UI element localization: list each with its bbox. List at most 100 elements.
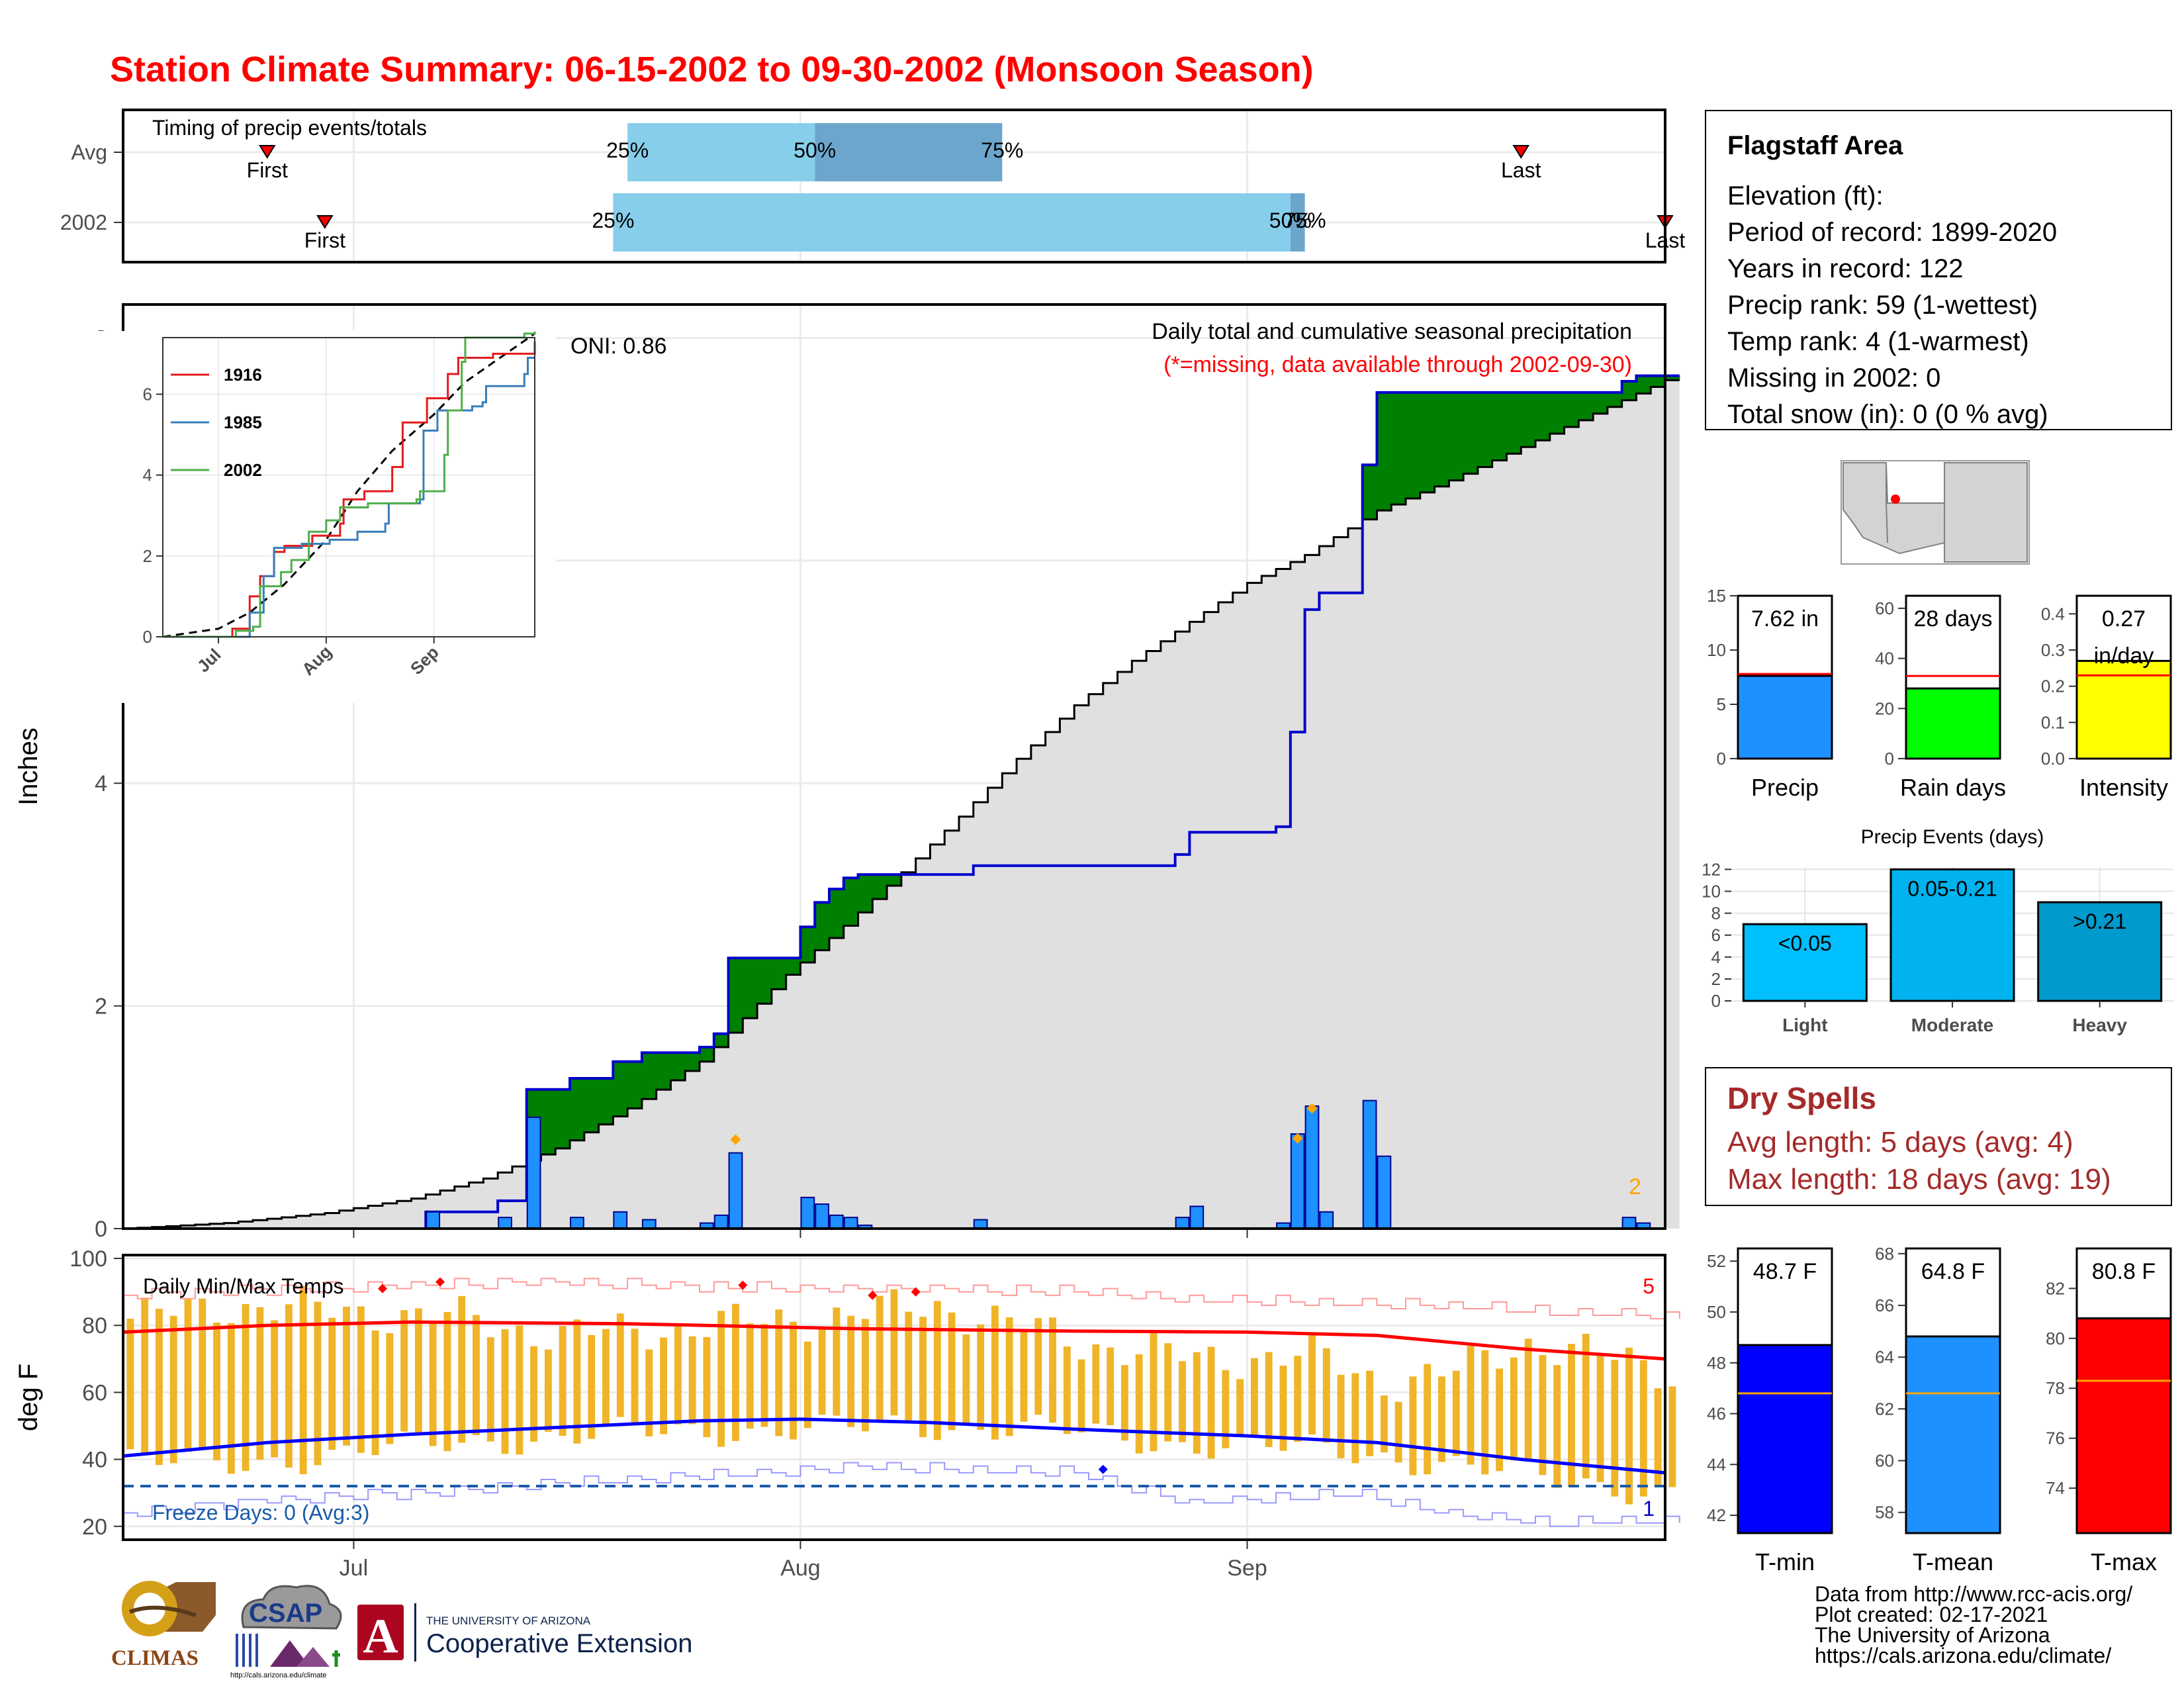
tmean_bar-ytick-label: 66 xyxy=(1875,1295,1894,1315)
record-min-line xyxy=(123,1462,1680,1527)
daily-temp-bar xyxy=(400,1310,408,1432)
raindays_bar-ytick-label: 60 xyxy=(1875,598,1894,618)
timing-last-label: Last xyxy=(1501,158,1541,182)
precip-departure-fill xyxy=(1449,392,1464,481)
dry-spells-title: Dry Spells xyxy=(1727,1081,1876,1115)
daily-temp-bar xyxy=(285,1304,293,1468)
timing-row-label: 2002 xyxy=(60,211,107,234)
station-name: Flagstaff Area xyxy=(1727,131,1903,160)
daily-temp-bar xyxy=(1092,1344,1100,1424)
ua-a-mark: A xyxy=(363,1609,398,1664)
temps-ytick-label: 20 xyxy=(82,1515,107,1540)
precip-departure-fill xyxy=(1535,392,1551,441)
daily-temp-bar xyxy=(1020,1331,1028,1422)
dry-spells-avg: Avg length: 5 days (avg: 4) xyxy=(1727,1126,2073,1158)
daily-temp-bar xyxy=(1668,1386,1676,1487)
timing-bar-q2 xyxy=(815,123,1003,181)
timing-row-label: Avg xyxy=(71,140,107,164)
intensity_bar-ytick-label: 0.0 xyxy=(2041,749,2065,769)
timing-label-75: 75% xyxy=(981,138,1023,162)
tmin_bar-ytick-label: 46 xyxy=(1707,1404,1726,1424)
inset-legend-label: 1916 xyxy=(224,365,262,385)
station-period: Period of record: 1899-2020 xyxy=(1727,218,2058,247)
avg-cumulative-area xyxy=(123,380,1680,1229)
daily-temp-bar xyxy=(991,1305,999,1440)
daily-temp-bar xyxy=(516,1325,523,1455)
daily-temp-bar xyxy=(1553,1365,1561,1488)
tmin_bar-category-label: T-min xyxy=(1755,1548,1815,1575)
timing-label-50: 50% xyxy=(794,138,836,162)
tmin_bar-value-label: 48.7 F xyxy=(1753,1259,1817,1284)
avg-max-line xyxy=(122,1320,1666,1361)
precip-departure-fill xyxy=(541,1089,556,1154)
timing-first-marker xyxy=(316,215,334,229)
daily-temp-bar xyxy=(1236,1379,1244,1436)
record-max-marker xyxy=(868,1290,878,1300)
daily-temp-bar xyxy=(1409,1376,1417,1476)
daily-temp-bar xyxy=(1337,1374,1345,1458)
daily-temp-bar xyxy=(1308,1333,1316,1435)
daily-precip-bar xyxy=(613,1211,628,1230)
ua-top-text: THE UNIVERSITY OF ARIZONA xyxy=(426,1615,591,1627)
daily-temp-bar xyxy=(1077,1359,1085,1432)
daily-temp-bar xyxy=(1150,1333,1158,1452)
precip-departure-fill xyxy=(829,889,844,939)
daily-temp-bar xyxy=(933,1301,941,1440)
daily-temp-bar xyxy=(271,1320,279,1458)
precip-departure-fill xyxy=(887,874,902,886)
precip_bar-value-bar xyxy=(1737,675,1833,760)
precip-departure-fill xyxy=(1420,392,1435,492)
precip-departure-fill xyxy=(1506,392,1522,454)
precip-departure-fill xyxy=(872,874,887,900)
daily-precip-bar xyxy=(1621,1217,1637,1229)
precip-departure-fill xyxy=(1607,392,1623,407)
daily-precip-bar xyxy=(1377,1155,1392,1229)
daily-temp-bar xyxy=(847,1315,855,1427)
daily-temp-bar xyxy=(905,1311,913,1423)
events-title: Precip Events (days) xyxy=(1861,826,2044,848)
precip-departure-fill xyxy=(1549,392,1565,434)
precip-departure-fill xyxy=(1621,381,1637,400)
dry-spells-max: Max length: 18 days (avg: 19) xyxy=(1727,1163,2111,1196)
record-max-line xyxy=(123,1278,1680,1320)
daily-temp-bar xyxy=(962,1334,970,1423)
daily-temp-bar xyxy=(1510,1357,1518,1461)
precip-departure-fill xyxy=(1434,392,1449,487)
precip_bar-ytick-label: 10 xyxy=(1707,640,1726,660)
intensity_bar-category-label: Intensity xyxy=(2079,774,2168,801)
daily-temp-bar xyxy=(1222,1370,1230,1448)
footer-university: The University of Arizona xyxy=(1815,1623,2050,1647)
temps-xtick-label: Jul xyxy=(340,1556,368,1581)
daily-temp-bar xyxy=(1351,1373,1359,1464)
precip_bar-ytick-label: 15 xyxy=(1707,586,1726,606)
daily-temp-bar xyxy=(1164,1343,1172,1442)
precip-departure-fill xyxy=(1665,375,1680,381)
daily-precip-bar xyxy=(1189,1205,1205,1230)
inset-ytick-label: 4 xyxy=(143,465,152,485)
daily-temp-bar xyxy=(919,1317,927,1437)
temps-border xyxy=(122,1254,1666,1541)
raindays_bar-value-bar xyxy=(1905,687,2001,760)
tmin_bar-ytick-label: 50 xyxy=(1707,1302,1726,1322)
tmax_bar-ytick-label: 80 xyxy=(2046,1329,2065,1348)
daily-temp-bar xyxy=(1639,1360,1647,1497)
daily-precip-bar xyxy=(1362,1100,1377,1230)
raindays_bar-ytick-label: 20 xyxy=(1875,698,1894,718)
precip_bar-category-label: Precip xyxy=(1751,774,1819,801)
daily-temp-bar xyxy=(386,1333,394,1444)
daily-temp-bar xyxy=(1265,1352,1273,1447)
events-category-label: Moderate xyxy=(1911,1015,1993,1035)
daily-temp-bar xyxy=(299,1286,307,1475)
daily-temp-bar xyxy=(1596,1353,1604,1482)
footer-credits: Data from http://www.rcc-acis.org/ Plot … xyxy=(1815,1583,2132,1666)
ua-extension-logo: A THE UNIVERSITY OF ARIZONA Cooperative … xyxy=(357,1603,692,1664)
daily-temp-bar xyxy=(890,1289,898,1416)
timing-last-marker xyxy=(1512,145,1530,159)
inset-ytick-label: 0 xyxy=(143,627,152,647)
daily-temp-bar xyxy=(314,1301,322,1466)
intensity_bar-ytick-label: 0.1 xyxy=(2041,712,2065,732)
daily-temp-bar xyxy=(1625,1347,1633,1505)
events-ytick-label: 12 xyxy=(1702,859,1721,879)
precip-ytick-label: 4 xyxy=(95,771,107,796)
